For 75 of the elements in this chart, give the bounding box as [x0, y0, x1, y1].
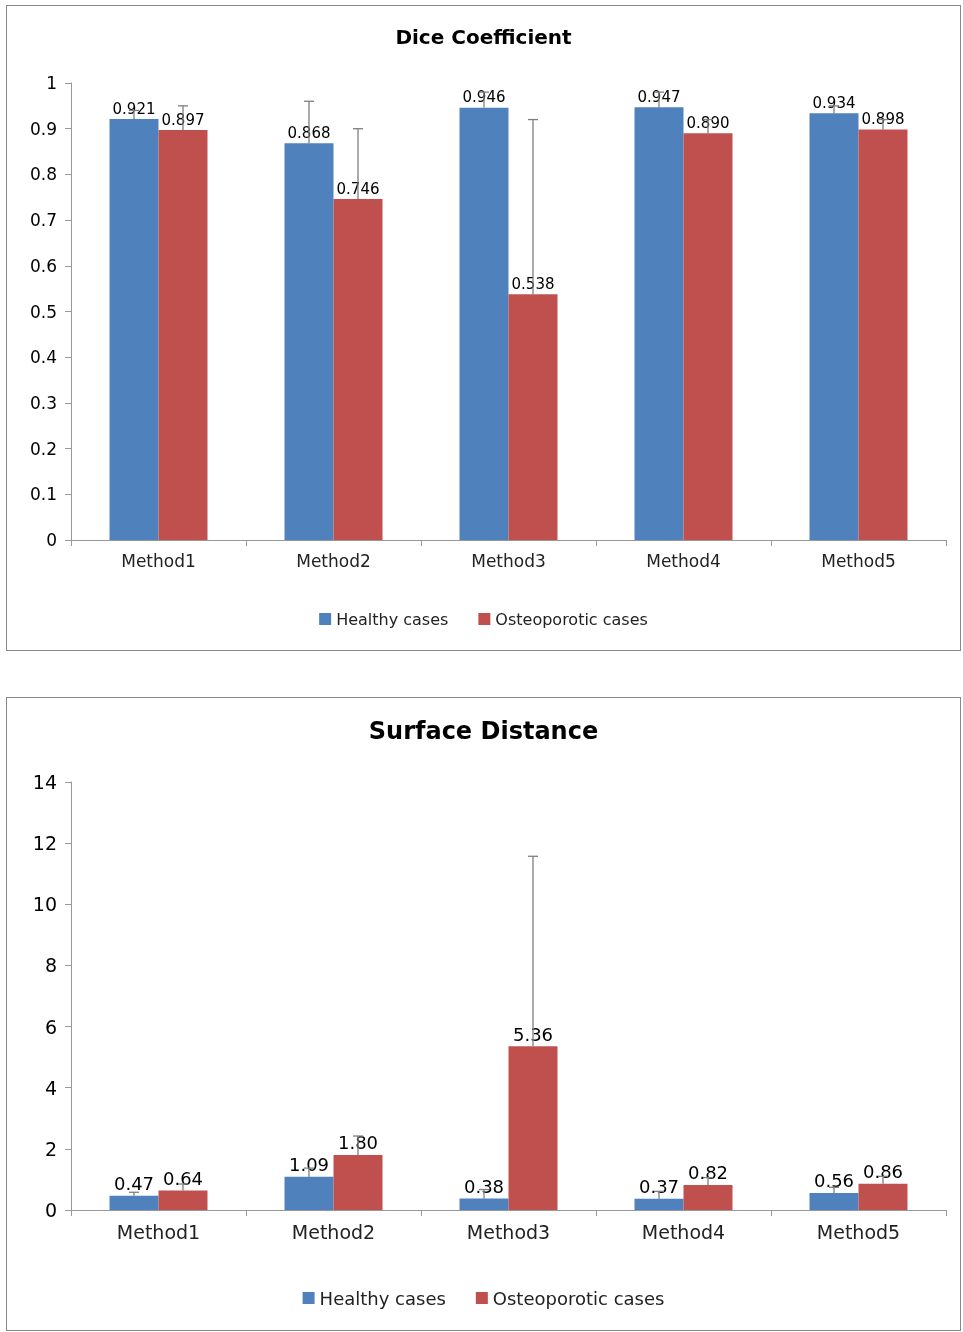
x-tick-label: Method3 [466, 1220, 551, 1243]
data-label: 0.898 [861, 110, 905, 129]
bar [459, 107, 509, 540]
y-tick-label: 2 [44, 1137, 57, 1160]
chart-title: Surface Distance [368, 717, 599, 745]
bar [858, 129, 908, 540]
bar [333, 199, 383, 540]
x-tick-label: Method1 [121, 550, 196, 571]
y-tick-label: 0.8 [29, 164, 57, 185]
data-label: 0.946 [462, 88, 506, 107]
chart-title: Dice Coefficient [395, 25, 573, 49]
x-tick-label: Method5 [816, 1220, 901, 1243]
bar [809, 113, 859, 540]
y-tick-label: 1 [46, 73, 57, 93]
data-label: 1.09 [288, 1154, 330, 1176]
y-tick-label: 0.3 [29, 392, 57, 413]
bar [459, 1198, 509, 1210]
y-tick-label: 0 [44, 1199, 57, 1221]
data-label: 0.82 [687, 1162, 729, 1184]
data-label: 0.38 [463, 1175, 505, 1197]
x-tick-label: Method4 [646, 550, 721, 571]
bar [158, 130, 208, 540]
x-tick-label: Method4 [641, 1220, 726, 1243]
data-label: 0.56 [813, 1170, 855, 1192]
data-label: 0.890 [686, 113, 730, 132]
x-tick-label: Method1 [116, 1220, 201, 1243]
bar [683, 133, 733, 540]
bar [158, 1190, 208, 1210]
x-tick-label: Method3 [471, 550, 546, 571]
data-label: 0.746 [336, 179, 380, 198]
y-tick-label: 0.2 [29, 438, 57, 459]
bar [333, 1154, 383, 1210]
data-label: 0.921 [112, 99, 156, 118]
y-tick-label: 4 [44, 1076, 57, 1099]
bar [284, 143, 334, 540]
x-tick-label: Method5 [821, 550, 896, 571]
bar [634, 107, 684, 540]
data-label: 1.80 [337, 1132, 379, 1154]
bar [858, 1183, 908, 1210]
bar [109, 1195, 159, 1210]
x-tick-label: Method2 [296, 550, 371, 571]
bar [109, 119, 159, 540]
data-label: 0.934 [812, 93, 856, 112]
y-tick-label: 0 [46, 530, 57, 550]
legend-label: Osteoporotic cases [495, 609, 648, 629]
bar [508, 1046, 558, 1210]
data-label: 0.64 [162, 1167, 204, 1189]
y-tick-label: 0.4 [29, 347, 57, 368]
y-tick-label: 8 [44, 954, 57, 977]
bar [809, 1192, 859, 1210]
data-label: 5.36 [512, 1023, 554, 1045]
y-tick-label: 6 [44, 1015, 57, 1038]
data-label: 0.86 [862, 1161, 904, 1183]
y-tick-label: 0.1 [29, 484, 57, 505]
bar [508, 294, 558, 540]
legend-label: Healthy cases [336, 609, 449, 629]
data-label: 0.897 [161, 110, 205, 129]
legend-label: Osteoporotic cases [492, 1287, 665, 1309]
y-tick-label: 0.6 [29, 255, 57, 276]
y-tick-label: 0.9 [29, 118, 57, 139]
legend-label: Healthy cases [319, 1287, 446, 1309]
bar [683, 1184, 733, 1210]
data-label: 0.47 [113, 1173, 155, 1195]
bar [284, 1176, 334, 1210]
y-tick-label: 0.7 [29, 210, 57, 231]
data-label: 0.868 [287, 123, 331, 142]
y-tick-label: 10 [32, 893, 57, 916]
bar [634, 1198, 684, 1210]
y-tick-label: 12 [32, 832, 57, 855]
data-label: 0.538 [511, 274, 555, 293]
y-tick-label: 0.5 [29, 301, 57, 322]
y-tick-label: 14 [32, 771, 57, 793]
x-tick-label: Method2 [291, 1220, 376, 1243]
data-label: 0.37 [638, 1176, 680, 1198]
data-label: 0.947 [637, 87, 681, 106]
